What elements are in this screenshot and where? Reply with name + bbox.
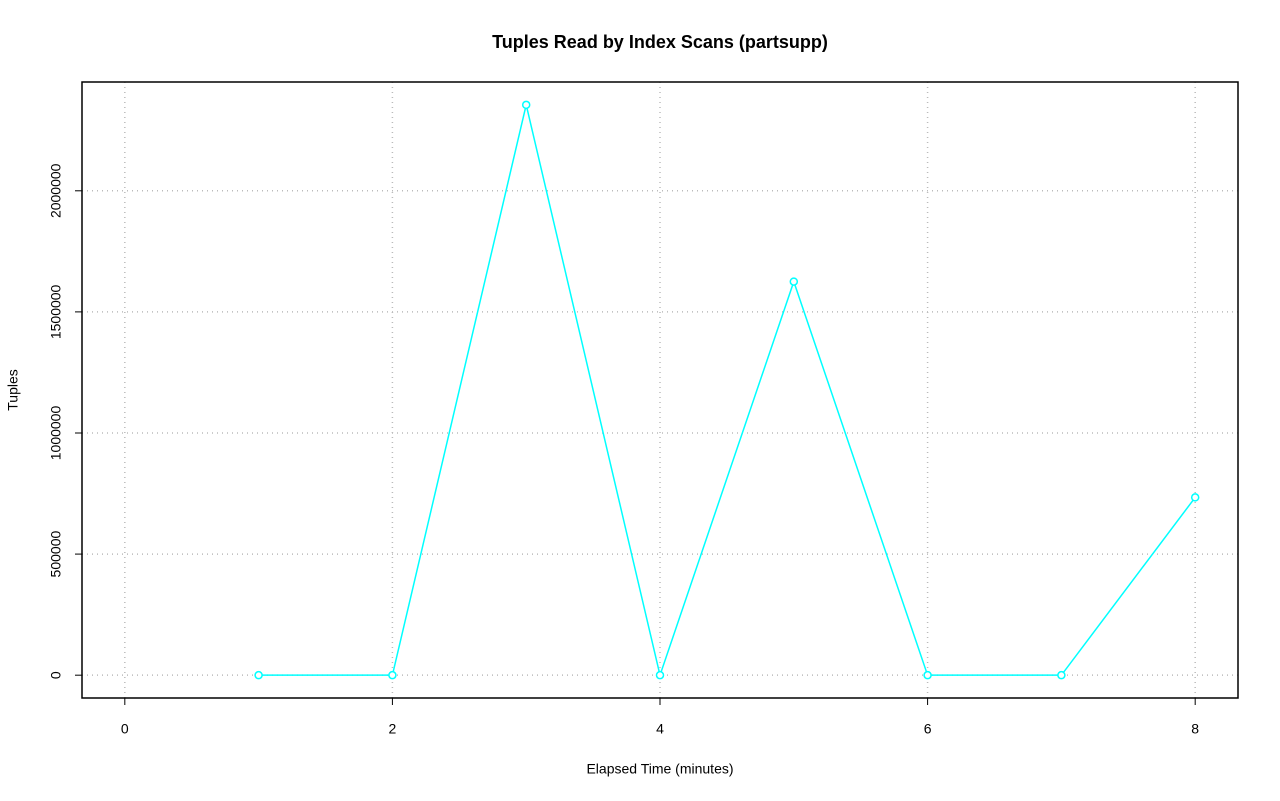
data-point [1057,670,1066,680]
x-tick-label: 0 [121,721,129,737]
data-point [388,670,397,680]
data-point [655,670,665,680]
x-axis-label: Elapsed Time (minutes) [586,761,733,777]
data-line [258,104,1196,678]
x-tick-label: 2 [389,721,397,737]
y-tick-label: 1000000 [48,406,64,461]
data-point [1190,493,1200,502]
x-tick-label: 6 [924,721,932,737]
y-tick-label: 1500000 [48,284,64,339]
data-point [254,670,263,680]
data-point [789,277,799,286]
plot-frame [81,81,1239,699]
y-tick-label: 500000 [48,531,64,578]
data-point [521,100,531,110]
y-tick-label: 0 [48,671,64,679]
y-axis-label: Tuples [5,369,21,411]
x-tick-label: 4 [656,721,664,737]
x-tick-label: 8 [1191,721,1199,737]
data-point [923,670,932,680]
chart-title: Tuples Read by Index Scans (partsupp) [492,32,828,52]
y-tick-label: 2000000 [48,163,64,218]
